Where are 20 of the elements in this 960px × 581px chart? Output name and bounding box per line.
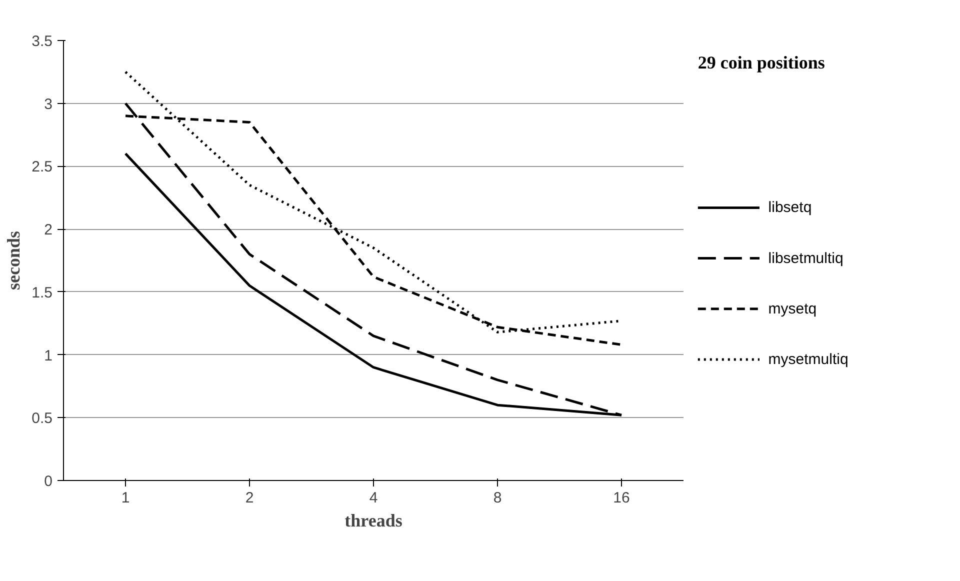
legend-label: libsetq [768,199,812,216]
y-tick-label: 3 [44,96,52,113]
y-axis-title: seconds [4,230,24,290]
x-axis-title: threads [344,510,402,530]
y-tick-label: 0 [44,473,52,490]
legend-label: mysetmultiq [768,351,848,368]
x-tick-label: 8 [493,490,502,506]
x-tick-label: 1 [121,490,130,506]
y-tick-label: 1 [44,347,52,364]
legend-label: libsetmultiq [768,250,844,267]
x-tick-label: 4 [369,490,378,506]
x-tick-label: 16 [613,490,630,506]
text: 29 coin positions [698,52,825,72]
x-tick-label: 2 [245,490,254,506]
y-tick-label: 3.5 [32,33,53,50]
legend-label: mysetq [768,300,817,318]
y-tick-label: 1.5 [32,284,53,302]
y-tick-label: 0.5 [32,410,53,428]
y-tick-label: 2 [44,222,52,239]
y-tick-label: 2.5 [32,158,53,176]
